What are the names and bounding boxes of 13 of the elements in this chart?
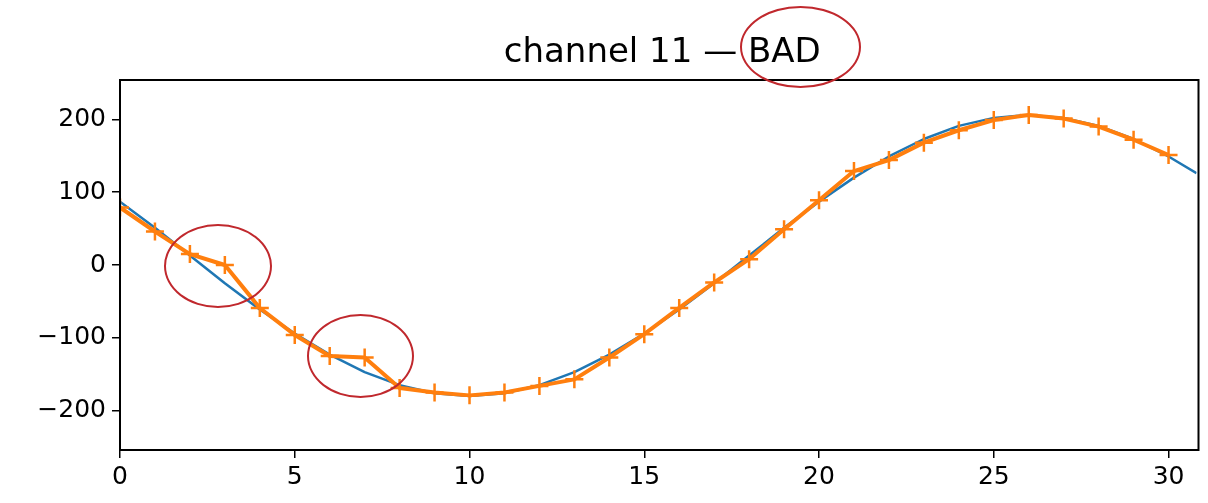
- y-tick-label: −200: [37, 394, 106, 424]
- x-tick-label: 5: [286, 460, 303, 490]
- x-tick-label: 25: [977, 460, 1010, 490]
- y-tick-label: −100: [37, 321, 106, 351]
- x-tick-label: 20: [803, 460, 835, 490]
- x-tick-label: 30: [1152, 460, 1185, 490]
- chart-title: channel 11 — BAD: [503, 30, 821, 70]
- y-tick-label: 0: [90, 248, 106, 278]
- y-tick-label: 200: [58, 102, 106, 132]
- x-tick-label: 10: [453, 460, 486, 490]
- x-tick-label: 0: [112, 460, 128, 490]
- y-tick-label: 100: [58, 175, 106, 205]
- x-tick-label: 15: [628, 460, 661, 490]
